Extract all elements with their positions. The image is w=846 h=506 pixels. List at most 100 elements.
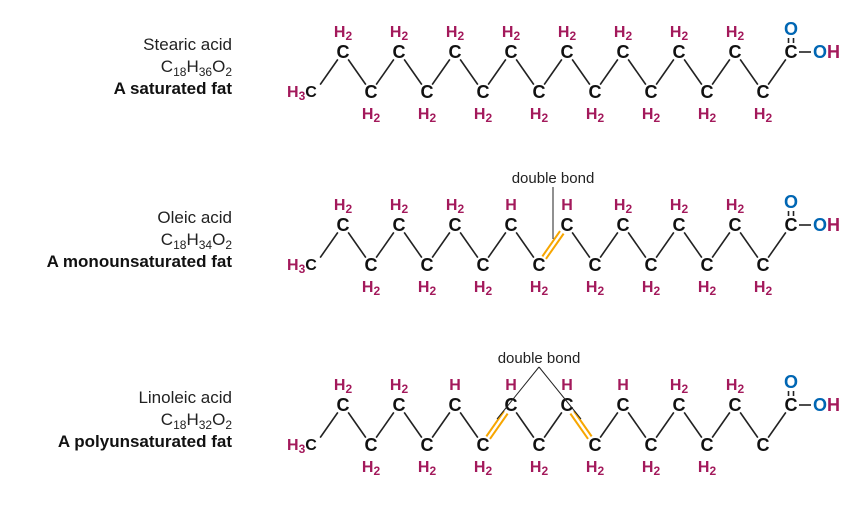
carbon: C: [449, 395, 462, 415]
hydrogen-down: H2: [698, 106, 717, 125]
mol-formula: C18H34O2: [161, 230, 233, 252]
hydrogen-down: H2: [362, 279, 381, 298]
carbon: C: [421, 255, 434, 275]
hydrogen-down: H2: [642, 106, 661, 125]
carbon: C: [785, 42, 798, 62]
oxygen: O: [784, 372, 798, 392]
hydrogen-up: H2: [726, 24, 745, 43]
hydrogen-up: H2: [334, 197, 353, 216]
hydrogen-down: H2: [586, 106, 605, 125]
carbon: C: [617, 215, 630, 235]
bond: [348, 232, 366, 257]
hydrogen-down: H2: [474, 279, 493, 298]
hydrogen-up: H2: [390, 197, 409, 216]
carbon: C: [393, 395, 406, 415]
carbon: C: [785, 395, 798, 415]
bond: [404, 232, 422, 257]
bond: [376, 232, 394, 257]
bond: [684, 232, 702, 257]
mol-type: A polyunsaturated fat: [58, 432, 232, 451]
carbon: C: [589, 82, 602, 102]
carbon: C: [645, 82, 658, 102]
hydrogen-up: H2: [726, 377, 745, 396]
carbon: C: [757, 255, 770, 275]
hydrogen-down: H2: [418, 459, 437, 478]
hydrogen-up: H2: [334, 377, 353, 396]
hydrogen-up: H2: [446, 197, 465, 216]
carbon: C: [449, 215, 462, 235]
carbon: C: [729, 215, 742, 235]
hydrogen-down: H2: [474, 459, 493, 478]
bond: [656, 232, 674, 257]
molecule-0: Stearic acidC18H36O2A saturated fatH3CCC…: [114, 19, 840, 125]
carbon: C: [477, 82, 490, 102]
hydrogen-down: H2: [754, 279, 773, 298]
carbon: C: [757, 435, 770, 455]
hydrogen-down: H2: [418, 279, 437, 298]
methyl-group: H3C: [287, 437, 317, 456]
bond: [656, 59, 674, 84]
carbon: C: [365, 435, 378, 455]
bond: [320, 59, 338, 84]
mol-name: Linoleic acid: [138, 388, 232, 407]
bond: [460, 412, 478, 437]
carbon: C: [421, 435, 434, 455]
carbon: C: [561, 215, 574, 235]
carbon: C: [533, 435, 546, 455]
carbon: C: [561, 42, 574, 62]
bond: [600, 59, 618, 84]
hydrogen-up: H2: [670, 197, 689, 216]
bond: [740, 232, 758, 257]
mol-formula: C18H32O2: [161, 410, 233, 432]
double-bond-label: double bond: [498, 350, 581, 367]
carbon: C: [673, 42, 686, 62]
hydrogen-down: H2: [698, 279, 717, 298]
carbon: C: [561, 395, 574, 415]
hydrogen-up: H2: [334, 24, 353, 43]
bond: [404, 412, 422, 437]
bond: [572, 59, 590, 84]
hydrogen-up: H2: [614, 197, 633, 216]
bond: [432, 412, 450, 437]
carbon: C: [701, 255, 714, 275]
bond: [516, 412, 534, 437]
carbon: C: [533, 255, 546, 275]
bond: [712, 232, 730, 257]
bond: [348, 412, 366, 437]
hydrogen-up: H: [505, 197, 517, 214]
mol-type: A saturated fat: [114, 79, 233, 98]
bond: [544, 59, 562, 84]
carbon: C: [645, 435, 658, 455]
bond: [740, 59, 758, 84]
carbon: C: [337, 395, 350, 415]
hydroxyl: OH: [813, 42, 840, 62]
bond: [320, 412, 338, 437]
hydrogen-up: H: [449, 377, 461, 394]
fatty-acid-diagram: Stearic acidC18H36O2A saturated fatH3CCC…: [0, 0, 846, 506]
bond: [628, 412, 646, 437]
carbon: C: [505, 215, 518, 235]
hydroxyl: OH: [813, 395, 840, 415]
hydrogen-up: H: [505, 377, 517, 394]
hydrogen-down: H2: [362, 106, 381, 125]
bond: [460, 59, 478, 84]
bond: [320, 232, 338, 257]
hydrogen-down: H2: [586, 459, 605, 478]
carbon: C: [477, 255, 490, 275]
hydrogen-down: H2: [474, 106, 493, 125]
carbon: C: [701, 435, 714, 455]
carbon: C: [365, 82, 378, 102]
mol-name: Stearic acid: [143, 35, 232, 54]
carbon: C: [477, 435, 490, 455]
hydrogen-up: H2: [726, 197, 745, 216]
bond: [712, 412, 730, 437]
carbon: C: [645, 255, 658, 275]
carbon: C: [449, 42, 462, 62]
carbon: C: [729, 42, 742, 62]
bond: [376, 412, 394, 437]
hydrogen-up: H2: [558, 24, 577, 43]
molecule-1: Oleic acidC18H34O2A monounsaturated fatH…: [47, 170, 840, 298]
hydrogen-up: H2: [390, 377, 409, 396]
methyl-group: H3C: [287, 257, 317, 276]
bond: [740, 412, 758, 437]
